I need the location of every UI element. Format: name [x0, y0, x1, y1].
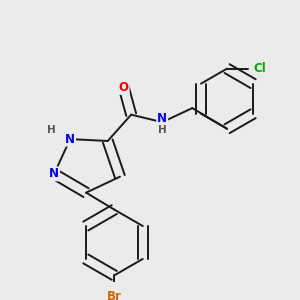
Text: N: N: [49, 167, 59, 180]
Text: H: H: [47, 125, 56, 135]
Text: H: H: [158, 125, 167, 135]
Text: N: N: [157, 112, 167, 125]
Text: Cl: Cl: [254, 62, 266, 75]
Text: O: O: [119, 81, 129, 94]
Text: Br: Br: [107, 290, 122, 300]
Text: N: N: [65, 133, 75, 146]
